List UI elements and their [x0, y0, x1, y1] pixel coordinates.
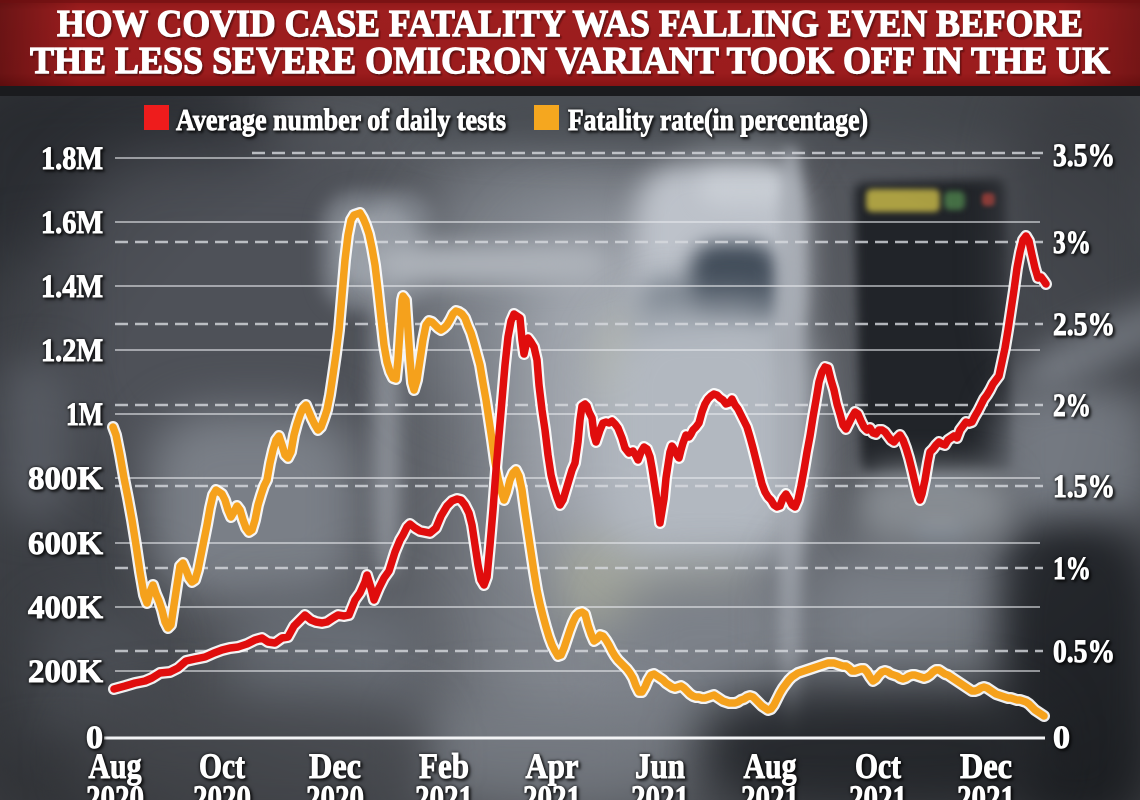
svg-text:2021: 2021	[415, 778, 473, 800]
svg-text:Apr: Apr	[526, 746, 579, 786]
svg-text:Feb: Feb	[419, 746, 469, 786]
svg-text:200K: 200K	[28, 654, 103, 690]
svg-text:Oct: Oct	[199, 746, 245, 786]
svg-text:2021: 2021	[849, 778, 907, 800]
svg-text:Aug: Aug	[744, 746, 797, 786]
svg-text:800K: 800K	[28, 461, 103, 497]
svg-text:1.8M: 1.8M	[41, 141, 103, 177]
svg-text:1M: 1M	[66, 397, 103, 433]
svg-text:2020: 2020	[193, 778, 251, 800]
svg-text:400K: 400K	[28, 590, 103, 626]
svg-text:Average number of daily tests: Average number of daily tests	[176, 102, 506, 137]
svg-text:Fatality rate(in percentage): Fatality rate(in percentage)	[568, 102, 868, 137]
svg-text:1.5%: 1.5%	[1053, 469, 1115, 505]
svg-text:Aug: Aug	[89, 746, 142, 786]
svg-text:0: 0	[1053, 720, 1070, 756]
svg-text:2021: 2021	[957, 778, 1015, 800]
svg-text:1%: 1%	[1053, 551, 1091, 587]
svg-text:2021: 2021	[741, 778, 799, 800]
svg-text:1.6M: 1.6M	[41, 205, 103, 241]
svg-text:2020: 2020	[306, 778, 364, 800]
svg-text:2%: 2%	[1053, 388, 1091, 424]
svg-text:Dec: Dec	[960, 746, 1012, 786]
svg-text:3.5%: 3.5%	[1053, 138, 1115, 174]
svg-text:0.5%: 0.5%	[1053, 634, 1115, 670]
svg-text:3%: 3%	[1053, 225, 1091, 261]
svg-text:0: 0	[86, 720, 103, 756]
svg-text:2.5%: 2.5%	[1053, 307, 1115, 343]
svg-text:Dec: Dec	[309, 746, 361, 786]
svg-text:HOW COVID CASE FATALITY WAS FA: HOW COVID CASE FATALITY WAS FALLING EVEN…	[57, 3, 1083, 45]
svg-text:2021: 2021	[523, 778, 581, 800]
svg-text:THE LESS SEVERE OMICRON VARIAN: THE LESS SEVERE OMICRON VARIANT TOOK OFF…	[30, 40, 1110, 82]
svg-text:2021: 2021	[631, 778, 689, 800]
svg-text:600K: 600K	[28, 526, 103, 562]
svg-text:2020: 2020	[86, 778, 144, 800]
svg-text:Jun: Jun	[635, 746, 685, 786]
svg-text:Oct: Oct	[855, 746, 901, 786]
svg-text:1.4M: 1.4M	[41, 269, 103, 305]
svg-text:1.2M: 1.2M	[41, 333, 103, 369]
